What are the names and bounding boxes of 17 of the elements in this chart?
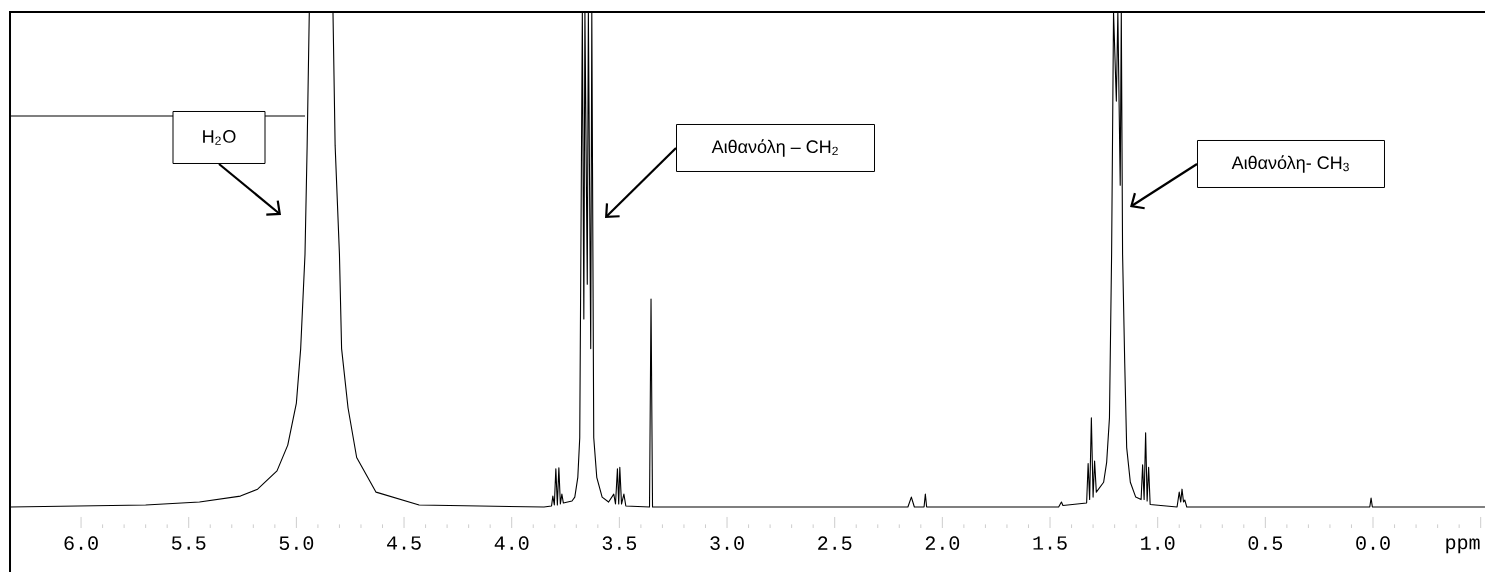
annotation: Αιθανόλη – CH$_{2}$	[711, 139, 838, 157]
annotation: Αιθανόλη- CH$_{3}$	[1231, 155, 1349, 173]
x-axis-title: ppm	[1446, 538, 1480, 554]
x-tick-label: 3.5	[602, 536, 637, 550]
x-tick-label: 2.0	[925, 536, 960, 550]
x-tick-label: 0.0	[1356, 536, 1390, 550]
x-tick-label: 4.5	[387, 536, 421, 550]
x-tick-label: 5.0	[279, 536, 314, 550]
x-tick-label: 5.5	[171, 536, 206, 550]
x-tick-label: 1.0	[1141, 536, 1175, 550]
x-tick-label: 0.5	[1248, 536, 1283, 550]
x-tick-label: 3.0	[710, 536, 744, 550]
x-tick-label: 4.0	[494, 536, 529, 550]
x-tick-label: 6.0	[64, 536, 98, 550]
x-tick-label: 2.5	[818, 536, 852, 550]
annotation: H$_{2}$O	[203, 130, 236, 145]
x-tick-label: 1.5	[1033, 536, 1067, 550]
